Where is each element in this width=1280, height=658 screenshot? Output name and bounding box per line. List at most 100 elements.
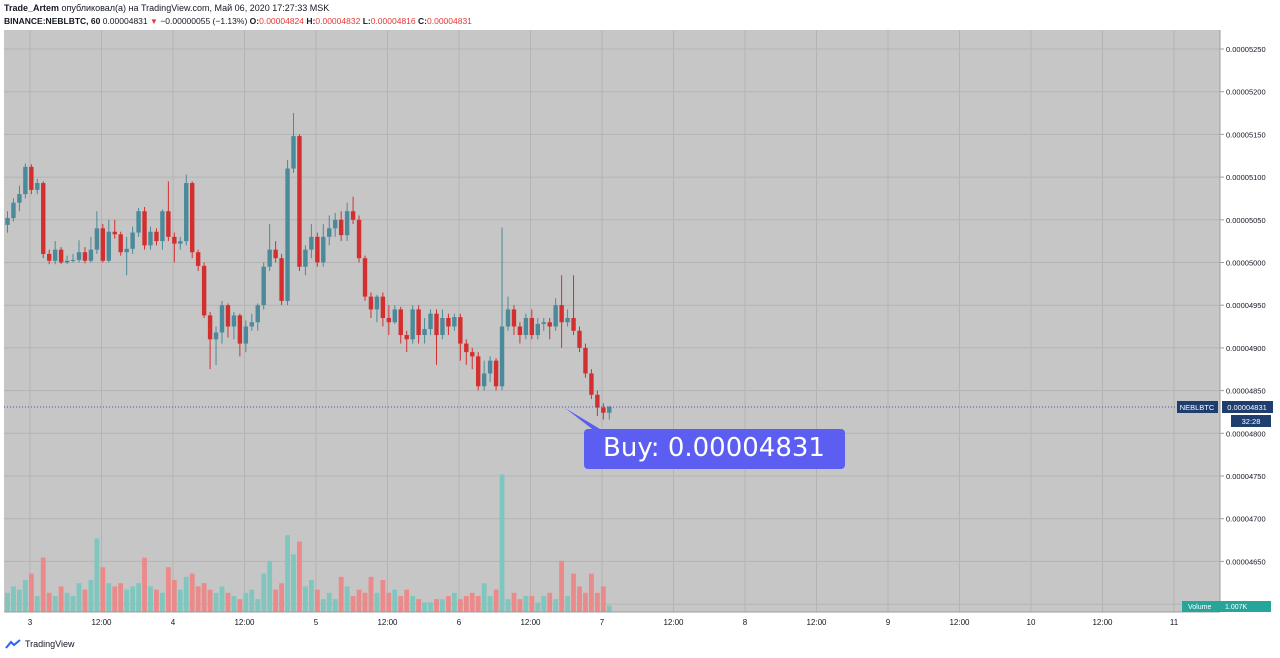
candle-body	[88, 249, 94, 261]
volume-bar	[22, 580, 28, 612]
volume-bar	[493, 589, 499, 612]
time-axis: 3 12:00 4 12:00 5 12:00 6 12:00 7 12:00 8 12:00 9 12:…	[28, 618, 1179, 627]
candle-body	[487, 360, 493, 374]
candle-body	[303, 249, 308, 267]
candle-body	[82, 252, 88, 261]
buy-callout[interactable]	[584, 429, 845, 469]
time-tick-label: 12:00	[91, 618, 112, 627]
volume-bar	[225, 592, 231, 612]
time-tick-label: 4	[171, 618, 176, 627]
volume-bar	[189, 573, 195, 612]
candle-body	[422, 329, 427, 336]
candles	[5, 113, 612, 420]
volume-bar	[475, 596, 481, 612]
volume-bar	[279, 583, 284, 612]
volume-tag-bg	[1182, 601, 1271, 612]
candle-body	[410, 309, 415, 340]
candle-body	[219, 305, 225, 333]
price-tick-label: 0.00005100	[1226, 173, 1266, 182]
candle-body	[601, 407, 606, 413]
candle-body	[255, 305, 260, 323]
candle-body	[315, 236, 320, 263]
candle-body	[41, 183, 46, 254]
price-tick-label: 0.00004750	[1226, 472, 1266, 481]
time-tick-label: 12:00	[377, 618, 398, 627]
volume-bar	[511, 592, 517, 612]
volume-bar	[499, 474, 505, 612]
volume-bar	[463, 596, 469, 612]
time-tick-label: 8	[743, 618, 748, 627]
volume-bar	[34, 596, 40, 612]
candle-body	[416, 309, 421, 336]
volume-bar	[332, 599, 338, 612]
high-value: 0.00004832	[315, 16, 361, 26]
candle-body	[404, 335, 409, 340]
candle-body	[577, 330, 582, 348]
time-tick-label: 3	[28, 618, 33, 627]
candle-body	[64, 260, 70, 263]
candle-body	[5, 218, 10, 225]
volume-bar	[142, 557, 147, 612]
candle-body	[17, 194, 22, 203]
volume-bar	[160, 592, 165, 612]
volume-bar	[213, 592, 219, 612]
candle-body	[392, 309, 397, 323]
volume-bar	[171, 580, 177, 612]
volume-bar	[320, 599, 326, 612]
candle-body	[499, 326, 505, 387]
symbol-tag-bg	[1177, 401, 1218, 413]
time-tick-label: 6	[457, 618, 462, 627]
candle-body	[547, 322, 552, 327]
volume-bar	[249, 589, 255, 612]
volume-bar	[273, 589, 279, 612]
volume-bar	[362, 592, 368, 612]
candle-body	[541, 322, 546, 324]
volume-bar	[523, 596, 529, 612]
candle-body	[148, 231, 153, 246]
candle-body	[452, 317, 457, 327]
candle-body	[571, 317, 576, 331]
candle-body	[511, 309, 517, 327]
volume-bar	[130, 586, 136, 612]
volume-bar	[350, 596, 356, 612]
candle-body	[446, 317, 451, 327]
candle-body	[52, 249, 58, 261]
volume-bar	[5, 592, 10, 612]
volume-bar	[231, 596, 237, 612]
candle-body	[529, 317, 535, 336]
time-tick-label: 7	[600, 618, 605, 627]
volume-bar	[165, 567, 171, 612]
candle-body	[583, 347, 588, 374]
ohlc-line: BINANCE:NEBLBTC, 60 0.00004831 ▼ −0.0000…	[4, 16, 472, 26]
candle-body	[47, 253, 52, 261]
down-arrow-icon: ▼	[150, 17, 158, 26]
candle-body	[118, 234, 123, 253]
candle-body	[136, 211, 141, 233]
volume-bar	[571, 573, 576, 612]
volume-bar	[326, 592, 332, 612]
candle-body	[338, 219, 344, 236]
publish-info: опубликовал(а) на TradingView.com, Май 0…	[61, 3, 330, 13]
candle-body	[94, 228, 100, 250]
volume-bar	[70, 596, 76, 612]
volume-bar	[219, 586, 225, 612]
candle-body	[362, 258, 368, 297]
tradingview-footer[interactable]: TradingView	[5, 639, 75, 649]
volume-bar	[606, 605, 612, 612]
author-name[interactable]: Trade_Artem	[4, 3, 60, 13]
candle-body	[124, 248, 129, 253]
volume-bar	[261, 573, 267, 612]
candle-body	[595, 394, 600, 408]
price-tick-label: 0.00004800	[1226, 429, 1266, 438]
callout-pointer	[565, 408, 605, 432]
price-tick-label: 0.00005250	[1226, 45, 1266, 54]
volume-bar	[201, 583, 207, 612]
volume-bar	[255, 599, 261, 612]
candle-body	[261, 266, 266, 306]
time-tick-label: 12:00	[806, 618, 827, 627]
price-tick-label: 0.00004900	[1226, 344, 1266, 353]
open-value: 0.00004824	[259, 16, 305, 26]
volume-bar	[451, 592, 457, 612]
candle-body	[207, 315, 213, 340]
